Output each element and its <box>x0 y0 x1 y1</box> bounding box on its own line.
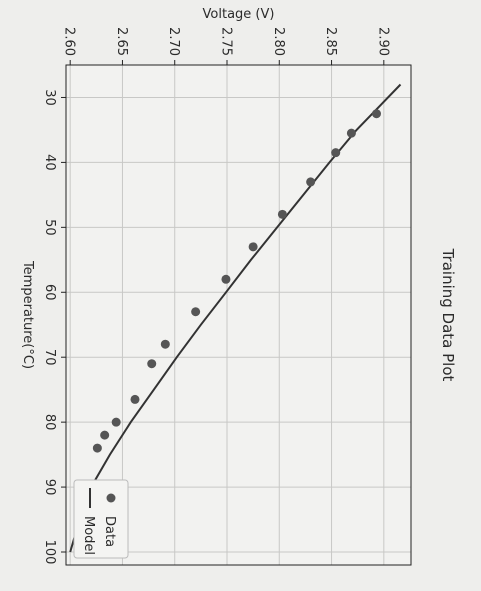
data-point <box>372 109 381 119</box>
y-tick-label: 2.75 <box>219 27 234 56</box>
data-point <box>331 148 341 158</box>
y-tick-label: 2.70 <box>166 27 181 56</box>
data-point <box>92 443 102 453</box>
y-tick-label: 2.80 <box>271 27 286 56</box>
legend-data-marker <box>106 493 116 503</box>
y-tick-label: 2.90 <box>375 27 390 56</box>
data-point <box>306 177 316 187</box>
model-line <box>69 83 402 553</box>
data-point <box>160 339 170 349</box>
x-tick-label: 30 <box>42 89 57 106</box>
legend-model-label: Model <box>81 516 96 555</box>
y-tick-label: 2.85 <box>323 27 338 56</box>
data-point <box>111 417 121 427</box>
legend-data-label: Data <box>102 516 117 547</box>
plot-frame <box>65 64 412 566</box>
legend: Data Model <box>73 479 129 559</box>
x-tick-label: 100 <box>42 540 57 565</box>
data-point <box>248 242 258 252</box>
y-tick-label: 2.60 <box>62 27 77 56</box>
x-tick-label: 50 <box>42 219 57 236</box>
data-point <box>221 274 231 284</box>
plot-area <box>66 65 411 565</box>
data-point <box>346 128 356 138</box>
data-point <box>100 430 110 440</box>
data-point <box>191 307 201 317</box>
ticks: 30 40 50 60 70 80 90 100 2.60 2.65 2.70 2.75 2.80 2.8… <box>42 27 390 564</box>
x-tick-label: 40 <box>42 154 57 171</box>
data-point <box>277 209 287 219</box>
x-tick-label: 90 <box>42 479 57 496</box>
x-tick-label: 70 <box>42 349 57 366</box>
x-tick-label: 80 <box>42 414 57 431</box>
data-point <box>130 394 140 404</box>
y-tick-label: 2.65 <box>114 27 129 56</box>
x-axis-label: Temperature(°C) <box>20 260 35 369</box>
x-tick-label: 60 <box>42 284 57 301</box>
series <box>69 83 402 553</box>
plot-group: 30 40 50 60 70 80 90 100 2.60 2.65 2.70 2.75 2.80 2.8… <box>20 7 457 566</box>
chart-title: Training Data Plot <box>439 248 457 382</box>
data-point <box>147 359 157 369</box>
y-axis-label: Voltage (V) <box>203 7 275 22</box>
